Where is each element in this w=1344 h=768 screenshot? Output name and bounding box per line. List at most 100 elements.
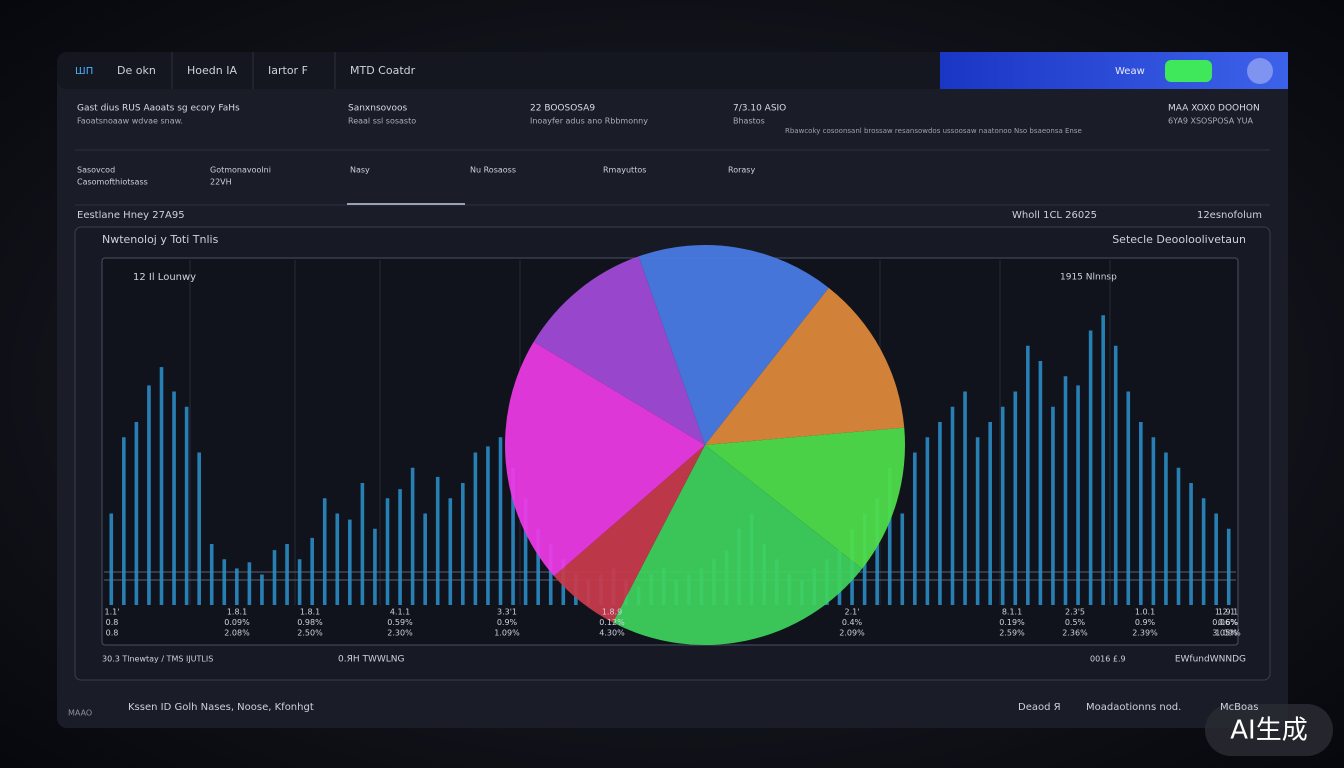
axis-label: 8.1.1: [1002, 608, 1022, 617]
bar: [875, 498, 879, 605]
bar: [1000, 406, 1005, 605]
bar: [122, 437, 126, 605]
toggle[interactable]: [1165, 60, 1212, 82]
subtab: Nu Rosaoss: [470, 166, 516, 175]
bar: [385, 498, 390, 605]
status-line: Rbawcoky cosoonsanl brossaw resansowdos …: [785, 127, 1082, 135]
bar: [511, 467, 515, 605]
section-label: Wholl 1CL 26025: [1012, 210, 1097, 221]
subtab: Gotmonavoolni: [210, 166, 271, 175]
bar: [1101, 315, 1105, 605]
axis-label: 0.12%: [599, 618, 625, 627]
legend: 1915 Nlnnsp: [1060, 273, 1117, 283]
bar: [184, 406, 189, 605]
footer-text: Kssen ID Golh Nases, Noose, Kfonhgt: [128, 702, 314, 713]
bar: [498, 437, 503, 605]
axis-label: 4.1.1: [390, 608, 410, 617]
tab-underline: [347, 203, 465, 205]
axis-label: 2.50%: [297, 629, 323, 638]
user-button[interactable]: [1247, 58, 1273, 84]
axis-label: 1.0.1: [1135, 608, 1155, 617]
bar: [435, 476, 440, 605]
bar: [887, 467, 892, 605]
axis-label: 2.59%: [999, 629, 1025, 638]
axis-label: 0.98%: [297, 618, 323, 627]
axis-label: 1.8.1: [300, 608, 320, 617]
subtab: Sasovcod: [77, 166, 115, 175]
subtab: Nasy: [350, 166, 370, 175]
bar: [260, 574, 264, 605]
bar: [398, 489, 402, 605]
stat-text: Inoayfer adus ano Rbbmonny: [530, 117, 648, 126]
tab: Dе okn: [117, 64, 156, 77]
bar: [197, 452, 201, 605]
bar: [272, 550, 277, 605]
bar: [235, 568, 239, 605]
header-label: Weaw: [1115, 66, 1145, 77]
axis-label: 2.30%: [387, 629, 413, 638]
pie-slice: [638, 245, 829, 445]
stat-text: Gast dius RUS Aaoats sg ecory FaHs: [77, 104, 240, 114]
subtab: 22VH: [210, 178, 232, 187]
tab: Hoedn IA: [187, 64, 237, 77]
panel-footer: EWfundWNNDG: [1175, 655, 1246, 665]
pie-slice: [705, 427, 905, 569]
bar: [360, 483, 365, 605]
axis-label: 1.09%: [494, 629, 520, 638]
bar: [473, 452, 478, 605]
bar: [1026, 345, 1030, 605]
bar: [1013, 391, 1018, 605]
bar: [1139, 422, 1143, 605]
axis-label: 0.9%: [1135, 618, 1156, 627]
axis-label: 2.3'5: [1065, 608, 1085, 617]
pie-slice: [505, 341, 705, 577]
axis-label: 0.8: [106, 629, 119, 638]
bar: [1214, 513, 1218, 605]
bar: [523, 498, 528, 605]
footer-brand: MAAO: [68, 709, 92, 718]
bar: [1113, 345, 1118, 605]
brand: ШП: [75, 66, 93, 77]
axis-label: 2.36%: [1062, 629, 1088, 638]
legend: 12 Il Lounwy: [133, 272, 196, 283]
axis-label: 2.1': [845, 608, 860, 617]
axis-label: 2.09%: [839, 629, 865, 638]
bar: [900, 513, 905, 605]
bar: [159, 367, 164, 605]
bar: [147, 385, 151, 605]
bar: [1038, 361, 1043, 605]
bar: [410, 467, 415, 605]
section-label: Eestlane Hney 27A95: [77, 210, 185, 221]
subtab: Rmayuttos: [603, 166, 646, 175]
axis-label: 0.4%: [842, 618, 863, 627]
pie-slice: [533, 256, 705, 445]
stat-text: 6YA9 XSOSPOSA YUA: [1168, 117, 1254, 126]
bar: [988, 422, 992, 605]
bar: [1051, 406, 1055, 605]
panel-footer: 0.ЯН ТWWLNG: [338, 655, 405, 665]
axis-label: 0.09%: [224, 618, 250, 627]
pie-slice: [553, 445, 705, 623]
footer-text: Moadaotionns nod.: [1086, 702, 1181, 713]
pie-slice: [705, 287, 905, 445]
stat-text: Sanxnsovoos: [348, 104, 407, 114]
axis-label: 1.9.1: [1218, 608, 1238, 617]
stat-text: 22 BOOSOSA9: [530, 104, 595, 114]
axis-label: 0.8: [106, 618, 119, 627]
axis-label: 0.9%: [497, 618, 518, 627]
tab: MTD Coatdr: [350, 64, 416, 77]
tab: Iartor F: [268, 64, 308, 77]
bar: [310, 537, 314, 605]
bar: [322, 498, 327, 605]
bar: [1126, 391, 1131, 605]
bar: [335, 513, 340, 605]
axis-label: 2.39%: [1132, 629, 1158, 638]
bar: [423, 513, 427, 605]
axis-label: 1.09%: [1215, 629, 1241, 638]
axis-label: 1.8.1: [227, 608, 247, 617]
stat-text: Faoatsnoaaw wdvae snaw.: [77, 117, 183, 126]
footer-text: Deaod Я: [1018, 702, 1061, 713]
stat-text: Reaal ssl sosasto: [348, 117, 416, 126]
panel-subtitle: Setecle Deooloolivetaun: [1112, 233, 1246, 246]
